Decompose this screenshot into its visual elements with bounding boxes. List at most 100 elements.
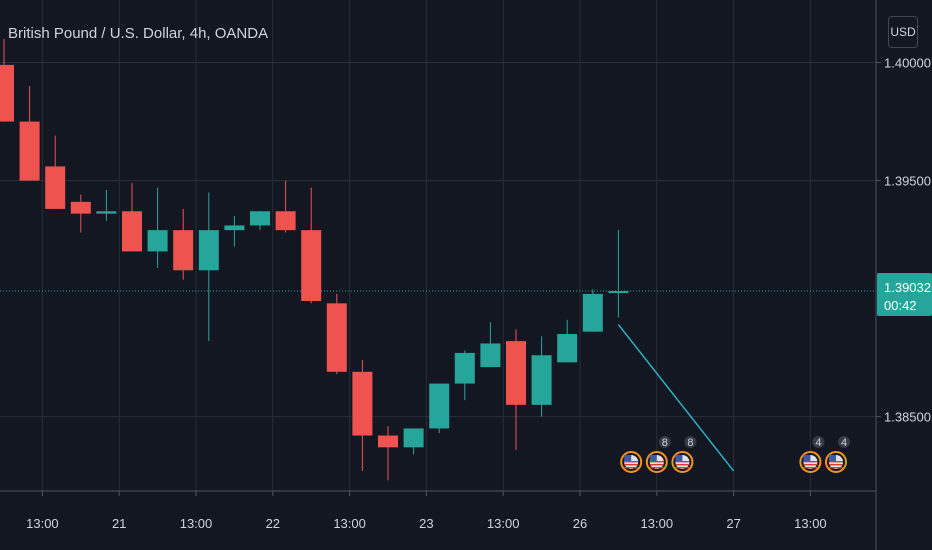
x-tick-label: 22	[266, 516, 280, 531]
candle-body	[45, 166, 66, 209]
candle-body	[352, 371, 373, 436]
flag-stripe	[624, 464, 639, 466]
flag-canton	[649, 455, 657, 461]
event-count-badge	[812, 436, 825, 448]
candle-body	[531, 355, 552, 405]
flag-stripe	[649, 464, 664, 466]
candle	[557, 319, 578, 363]
flag-canton	[675, 455, 683, 461]
candle	[608, 230, 629, 318]
flag-stripe	[624, 467, 639, 469]
event-count-badge	[684, 436, 697, 448]
candle-body	[429, 383, 450, 429]
symbol-title: British Pound / U.S. Dollar, 4h, OANDA	[8, 25, 269, 42]
flag-stripe	[675, 461, 690, 463]
current-price-label: 1.39032 00:42	[877, 273, 932, 317]
candle-body	[378, 435, 398, 448]
candle	[480, 322, 501, 368]
candle	[429, 383, 450, 434]
candle	[70, 194, 91, 233]
economic-events-layer[interactable]: 8 8 4 4	[620, 436, 850, 473]
flag-stripe	[803, 464, 818, 466]
candle	[275, 180, 296, 233]
x-tick-label: 26	[573, 516, 587, 531]
candle-body	[608, 291, 629, 294]
candle	[506, 329, 526, 450]
candle	[352, 359, 373, 471]
bar-countdown: 00:42	[884, 298, 917, 313]
candle	[326, 293, 347, 375]
candle	[531, 336, 552, 417]
flag-stripe	[675, 467, 690, 469]
currency-button[interactable]: USD	[888, 16, 918, 48]
candle-body	[480, 343, 501, 368]
y-tick-label: 1.39500	[884, 174, 931, 189]
y-tick-label: 1.40000	[884, 56, 931, 71]
event-count-label: 4	[815, 437, 821, 449]
event-count-label: 8	[687, 437, 693, 449]
forecast-line	[617, 324, 735, 472]
candle-body	[250, 211, 270, 226]
candle-body	[403, 428, 424, 448]
event-count-label: 4	[841, 437, 847, 449]
x-tick-label: 13:00	[333, 516, 366, 531]
candle	[147, 187, 168, 268]
candle	[582, 289, 603, 332]
candle	[454, 350, 475, 401]
candle	[45, 135, 66, 209]
flag-stripe	[803, 467, 818, 469]
economic-event-marker[interactable]: 8	[671, 436, 697, 473]
flag-stripe	[675, 464, 690, 466]
x-tick-label: 13:00	[26, 516, 59, 531]
event-count-badge	[658, 436, 671, 448]
flag-stripe	[803, 461, 818, 463]
x-tick-label: 21	[112, 516, 126, 531]
current-price-value: 1.39032	[884, 280, 931, 295]
candle	[250, 211, 270, 231]
candle-body	[275, 211, 296, 231]
x-tick-label: 13:00	[487, 516, 520, 531]
candle-body	[70, 201, 91, 214]
flag-stripe	[624, 461, 639, 463]
candle	[96, 190, 117, 221]
candle-body	[454, 352, 475, 384]
economic-event-marker[interactable]: 4	[825, 436, 850, 473]
candle	[403, 428, 424, 455]
candle-body	[96, 211, 117, 214]
grid-lines	[0, 0, 876, 491]
economic-event-marker[interactable]: 8	[645, 436, 671, 473]
candle-body	[147, 230, 168, 252]
candle-body	[557, 334, 578, 363]
candle-body	[19, 121, 40, 181]
candle	[224, 215, 245, 247]
y-tick-label: 1.38500	[884, 410, 931, 425]
flag-canton	[624, 455, 632, 461]
x-tick-label: 13:00	[794, 516, 827, 531]
candle-body	[198, 230, 219, 271]
candle-body	[122, 211, 142, 252]
candle-body	[224, 225, 245, 231]
x-tick-label: 13:00	[180, 516, 213, 531]
flag-stripe	[829, 467, 843, 469]
candle	[19, 86, 40, 181]
candle	[301, 187, 322, 304]
forecast-line-layer	[617, 324, 735, 472]
economic-event-marker[interactable]	[620, 451, 643, 473]
flag-stripe	[649, 467, 664, 469]
candle	[198, 192, 219, 342]
event-count-badge	[838, 436, 850, 448]
candle-body	[326, 303, 347, 372]
candle-body	[173, 230, 194, 271]
x-tick-label: 13:00	[641, 516, 674, 531]
candle-body	[506, 341, 526, 405]
x-tick-label: 27	[726, 516, 740, 531]
candle-body	[301, 230, 322, 301]
candle	[378, 426, 398, 481]
economic-event-marker[interactable]: 4	[799, 436, 825, 473]
flag-stripe	[829, 464, 843, 466]
candle	[173, 208, 194, 280]
event-count-label: 8	[662, 437, 668, 449]
candle	[0, 38, 14, 122]
candles-layer	[0, 38, 629, 481]
